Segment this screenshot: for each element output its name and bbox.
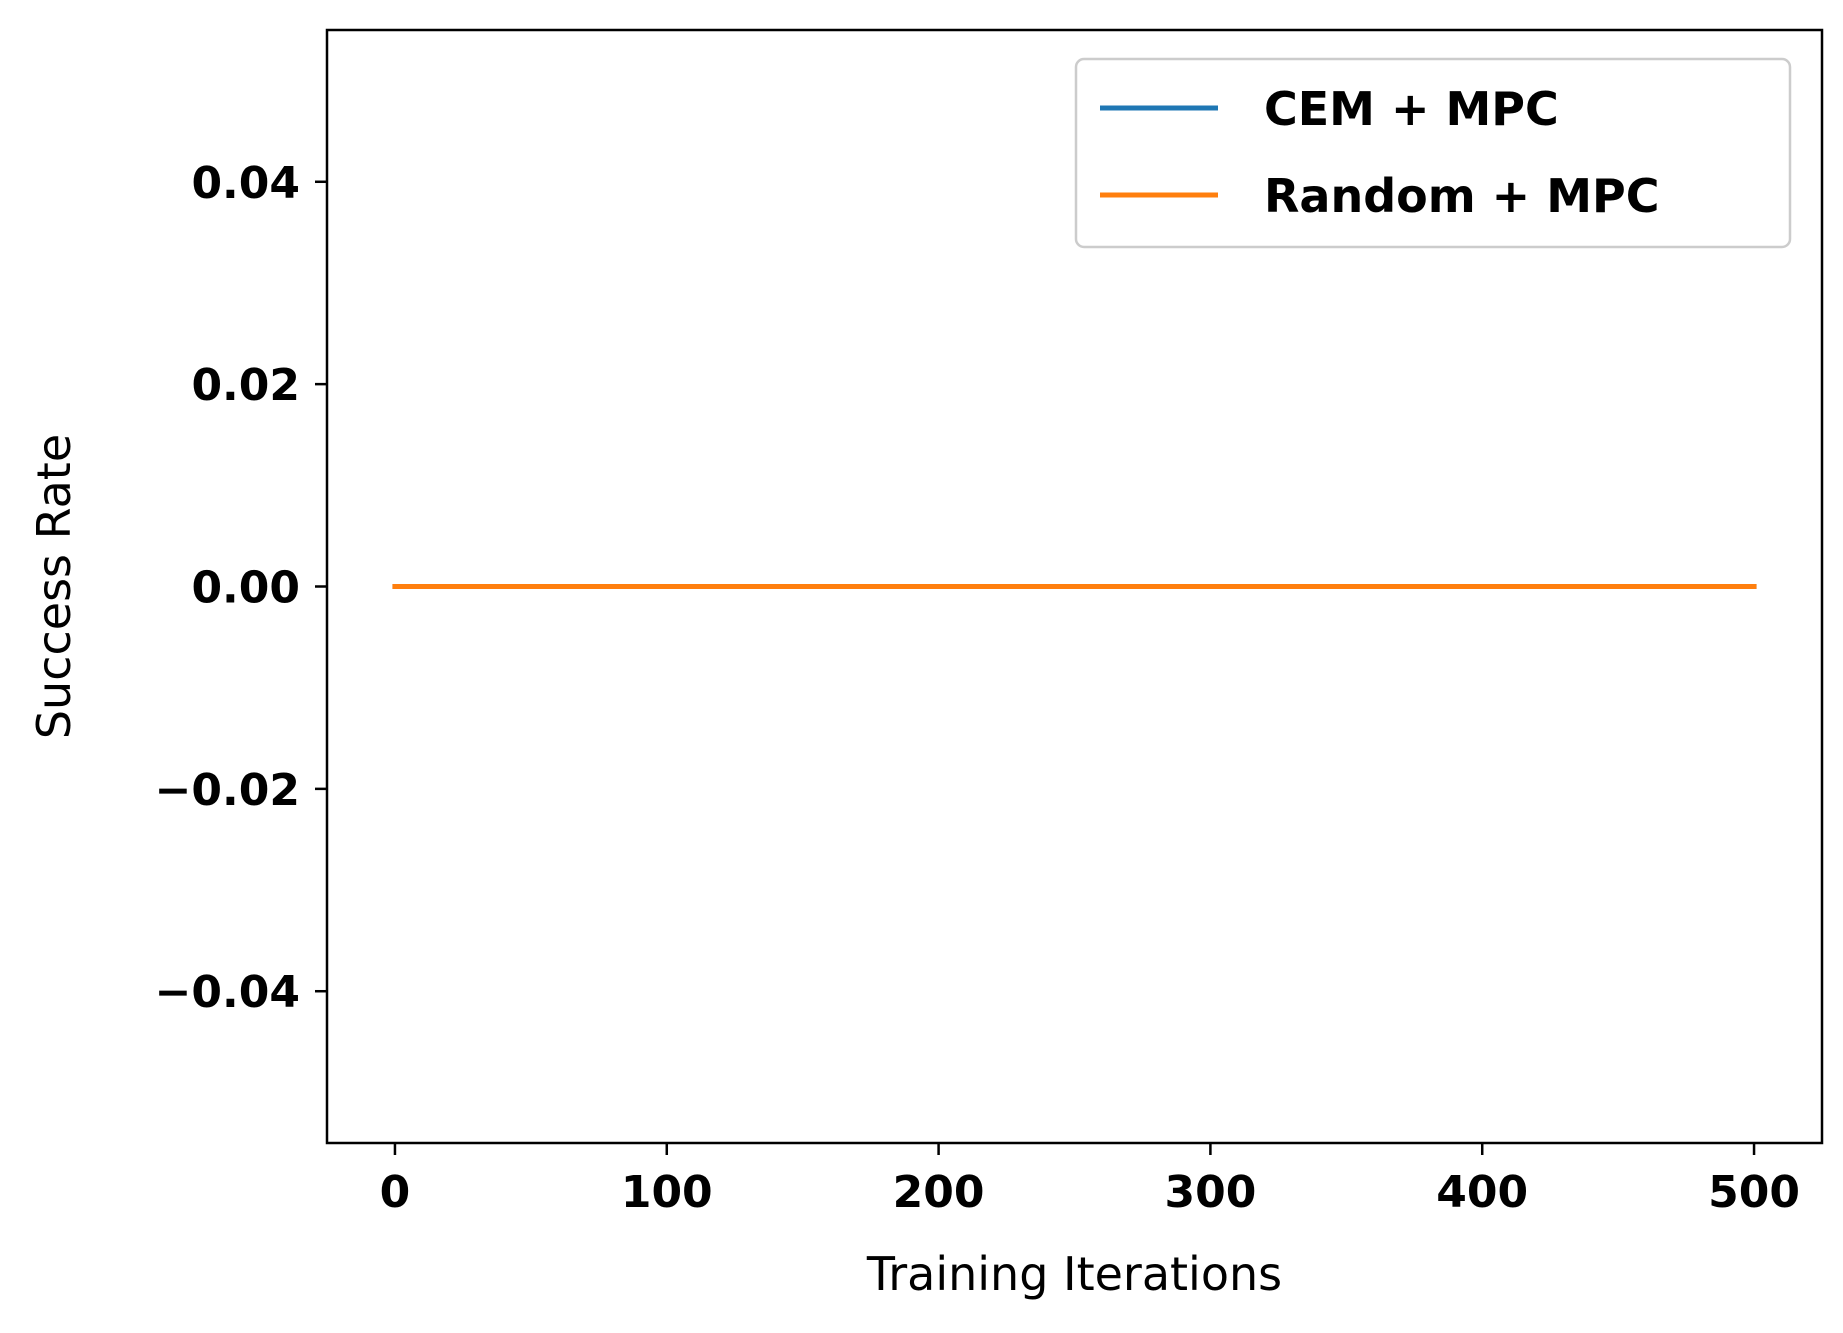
y-tick-label: −0.04	[155, 967, 300, 1018]
y-tick-label: −0.02	[155, 765, 300, 816]
legend-label: CEM + MPC	[1264, 82, 1559, 136]
legend-box	[1074, 57, 1792, 249]
x-tick-label: 300	[1164, 1167, 1256, 1218]
x-tick-label: 100	[621, 1167, 713, 1218]
x-tick-label: 200	[893, 1167, 985, 1218]
y-tick-label: 0.04	[191, 158, 300, 209]
y-tick-label: 0.00	[191, 563, 300, 614]
legend: CEM + MPC Random + MPC	[1074, 57, 1792, 249]
y-tick-label: 0.02	[191, 360, 300, 411]
legend-label: Random + MPC	[1264, 169, 1660, 223]
x-tick-label: 0	[380, 1167, 411, 1218]
x-tick-label: 400	[1436, 1167, 1528, 1218]
x-axis: 0 100 200 300 400 500	[380, 1143, 1800, 1218]
x-axis-title: Training Iterations	[866, 1247, 1282, 1301]
y-axis-title: Success Rate	[27, 434, 81, 739]
y-axis: 0.04 0.02 0.00 −0.02 −0.04	[155, 158, 327, 1018]
x-tick-label: 500	[1708, 1167, 1800, 1218]
